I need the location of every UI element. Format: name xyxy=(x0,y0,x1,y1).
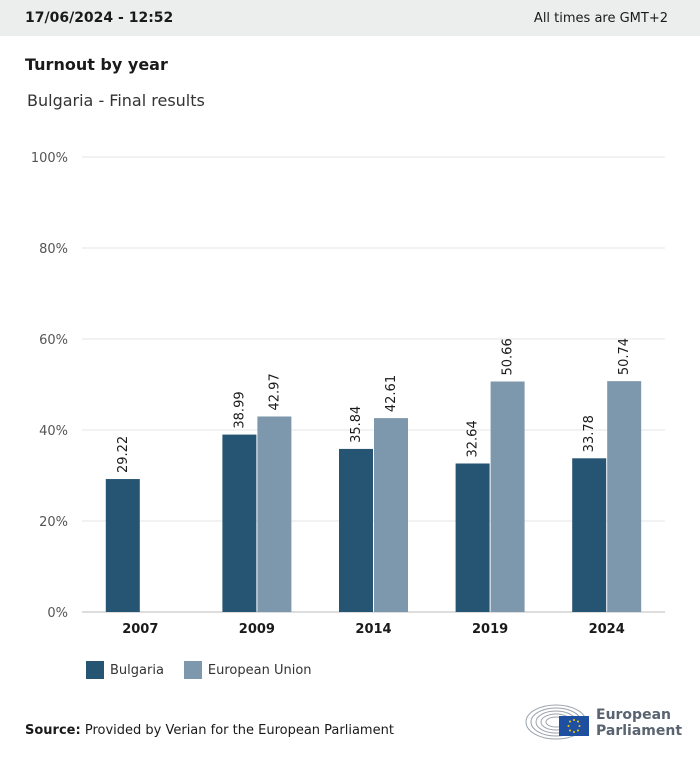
x-tick-label: 2014 xyxy=(355,622,391,637)
y-tick-label: 0% xyxy=(47,606,68,621)
source-note: Source: Provided by Verian for the Europ… xyxy=(25,723,394,738)
legend-swatch-eu xyxy=(183,661,202,679)
timestamp: 17/06/2024 - 12:52 xyxy=(25,10,174,26)
x-tick-label: 2019 xyxy=(472,622,508,637)
data-label: 38.99 xyxy=(232,391,247,428)
bar-eu xyxy=(607,381,642,612)
legend-swatch-bulgaria xyxy=(86,661,104,679)
data-label: 50.74 xyxy=(617,338,632,375)
bar-eu xyxy=(257,416,292,612)
source-text: Provided by Verian for the European Parl… xyxy=(84,723,394,738)
turnout-bar-chart: 0% 20% 40% 60% 80% 100% 2007 29.22 2009 38.99 42.9… xyxy=(31,151,665,637)
bar-bulgaria xyxy=(572,458,607,612)
legend-label-eu: European Union xyxy=(207,662,312,678)
legend-label-bulgaria: Bulgaria xyxy=(110,662,164,678)
y-tick-label: 40% xyxy=(39,424,68,439)
legend-item-bulgaria[interactable]: Bulgaria xyxy=(86,661,164,679)
y-tick-label: 80% xyxy=(39,242,68,257)
data-label: 42.97 xyxy=(267,373,282,410)
parliament-hemicycle-icon xyxy=(525,704,589,740)
header-bar: 17/06/2024 - 12:52 All times are GMT+2 xyxy=(0,0,700,36)
bar-eu xyxy=(490,381,525,612)
logo-line-2: Parliament xyxy=(596,723,683,739)
source-label: Source: xyxy=(25,723,81,738)
data-label: 29.22 xyxy=(116,436,131,473)
bar-bulgaria xyxy=(105,479,140,612)
logo-line-1: European xyxy=(596,707,671,723)
bar-bulgaria xyxy=(339,448,373,612)
legend-item-eu[interactable]: European Union xyxy=(183,661,312,679)
x-tick-label: 2007 xyxy=(122,622,158,637)
x-tick-label: 2024 xyxy=(589,622,625,637)
y-tick-label: 100% xyxy=(31,151,68,166)
data-label: 35.84 xyxy=(349,406,364,443)
data-label: 32.64 xyxy=(466,420,481,457)
logo-wordmark: European Parliament xyxy=(596,707,682,739)
chart-subtitle: Bulgaria - Final results xyxy=(27,91,205,110)
data-label: 50.66 xyxy=(501,338,516,375)
data-label: 33.78 xyxy=(582,415,597,452)
y-tick-label: 20% xyxy=(39,515,68,530)
bar-bulgaria xyxy=(222,434,257,612)
y-tick-label: 60% xyxy=(39,333,68,348)
timezone-note: All times are GMT+2 xyxy=(533,10,668,26)
x-tick-label: 2009 xyxy=(239,622,275,637)
data-label: 42.61 xyxy=(384,375,399,412)
bar-eu xyxy=(374,418,408,612)
chart-legend: Bulgaria European Union xyxy=(86,661,332,679)
european-parliament-logo: European Parliament xyxy=(524,702,682,742)
chart-title: Turnout by year xyxy=(25,55,168,74)
bar-bulgaria xyxy=(455,463,490,612)
